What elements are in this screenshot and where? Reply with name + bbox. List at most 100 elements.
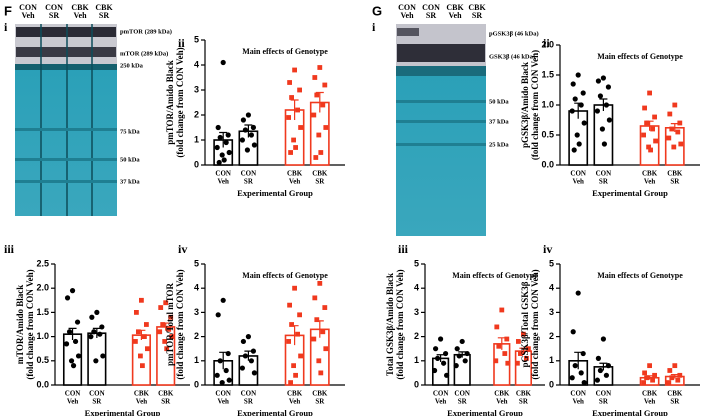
lane-label: CON xyxy=(422,3,440,12)
x-axis-label: Experimental Group xyxy=(85,408,161,416)
x-tick-label: Veh xyxy=(572,178,584,186)
blot-label: GSK3β (46 kDa) xyxy=(489,53,535,60)
data-point xyxy=(163,300,169,306)
data-point xyxy=(494,324,500,330)
data-point xyxy=(138,353,143,359)
data-point xyxy=(667,111,673,117)
data-point xyxy=(653,138,658,144)
y-tick-label: 1.5 xyxy=(36,307,49,317)
data-point xyxy=(219,379,225,386)
y-tick-label: 0 xyxy=(549,379,554,389)
data-point xyxy=(671,144,677,150)
data-point xyxy=(292,285,297,291)
data-point xyxy=(581,379,587,386)
data-point xyxy=(675,377,681,383)
y-axis-label: (fold change from CON Veh) xyxy=(25,269,35,379)
data-point xyxy=(134,310,139,315)
x-tick-label: CON xyxy=(433,390,449,398)
data-point xyxy=(433,346,439,352)
data-point xyxy=(667,368,673,373)
x-tick-label: SR xyxy=(244,178,254,186)
x-tick-label: SR xyxy=(599,178,609,186)
data-point xyxy=(139,297,144,303)
y-tick-label: 0.0 xyxy=(36,379,49,389)
data-point xyxy=(677,120,683,126)
data-point xyxy=(526,346,531,352)
y-tick-label: 3 xyxy=(194,307,199,317)
data-point xyxy=(63,341,70,347)
data-point xyxy=(594,377,601,383)
data-point xyxy=(97,331,103,337)
data-point xyxy=(214,372,220,378)
data-point xyxy=(100,353,106,359)
x-tick-label: CBK xyxy=(494,390,510,398)
data-point xyxy=(647,90,652,96)
data-point xyxy=(524,355,529,361)
y-tick-label: 4 xyxy=(549,283,554,293)
y-tick-label: 1 xyxy=(549,355,554,365)
data-point xyxy=(144,322,149,327)
y-tick-label: 1 xyxy=(194,134,199,144)
data-point xyxy=(641,380,646,385)
data-point xyxy=(297,312,302,318)
data-point xyxy=(595,78,602,84)
data-point xyxy=(248,132,254,138)
data-point xyxy=(242,127,248,133)
data-point xyxy=(570,329,576,335)
data-point xyxy=(250,124,256,131)
x-tick-label: CBK xyxy=(516,390,532,398)
data-point xyxy=(240,117,246,123)
data-point xyxy=(648,147,653,153)
data-point xyxy=(217,358,223,364)
y-axis-label: Total GSK3β/Amido Black xyxy=(385,273,395,376)
y-axis-label: mTOR/Amido Black xyxy=(15,285,25,365)
y-tick-label: 1.0 xyxy=(36,331,49,341)
x-tick-label: SR xyxy=(92,398,102,406)
blot-label: 50 kDa xyxy=(120,156,140,163)
data-point xyxy=(288,150,293,155)
x-tick-label: CBK xyxy=(287,170,303,178)
data-point xyxy=(220,59,226,66)
data-point xyxy=(217,134,223,141)
data-point xyxy=(438,336,444,342)
data-point xyxy=(316,132,322,138)
data-point xyxy=(89,314,95,320)
panel-numeral: iv xyxy=(178,242,187,256)
data-point xyxy=(581,120,587,126)
data-point xyxy=(504,336,510,342)
data-point xyxy=(164,346,170,352)
data-point xyxy=(68,358,75,364)
panel-label: F xyxy=(4,3,12,18)
x-tick-label: SR xyxy=(161,398,171,406)
y-tick-label: 2.0 xyxy=(36,283,49,293)
data-point xyxy=(443,350,449,357)
data-point xyxy=(464,350,470,357)
x-tick-label: SR xyxy=(315,178,325,186)
data-point xyxy=(574,132,580,138)
x-tick-label: Veh xyxy=(496,398,508,406)
data-point xyxy=(93,358,99,364)
data-point xyxy=(678,141,684,147)
y-tick-label: 1.0 xyxy=(541,99,554,109)
data-point xyxy=(94,309,100,315)
data-point xyxy=(578,370,584,376)
data-point xyxy=(459,338,465,345)
lane-label: CBK xyxy=(95,3,113,12)
data-point xyxy=(225,132,231,138)
x-tick-label: SR xyxy=(670,398,680,406)
x-tick-label: CON xyxy=(215,170,231,178)
data-point xyxy=(244,147,250,153)
y-axis-label: (fold change from CON Veh) xyxy=(175,47,185,157)
x-tick-label: Veh xyxy=(67,398,79,406)
data-point xyxy=(289,322,294,327)
blot-label: 50 kDa xyxy=(489,98,509,105)
blot-label: mTOR (289 kDa) xyxy=(120,50,168,57)
y-axis-label: pGSK3β/Amido Black xyxy=(520,62,530,148)
data-point xyxy=(169,334,175,339)
blot-label: 25 kDa xyxy=(489,141,509,148)
x-tick-label: CON xyxy=(570,170,586,178)
data-point xyxy=(322,305,328,310)
data-point xyxy=(644,375,649,381)
data-point xyxy=(601,141,608,147)
data-point xyxy=(600,75,607,81)
